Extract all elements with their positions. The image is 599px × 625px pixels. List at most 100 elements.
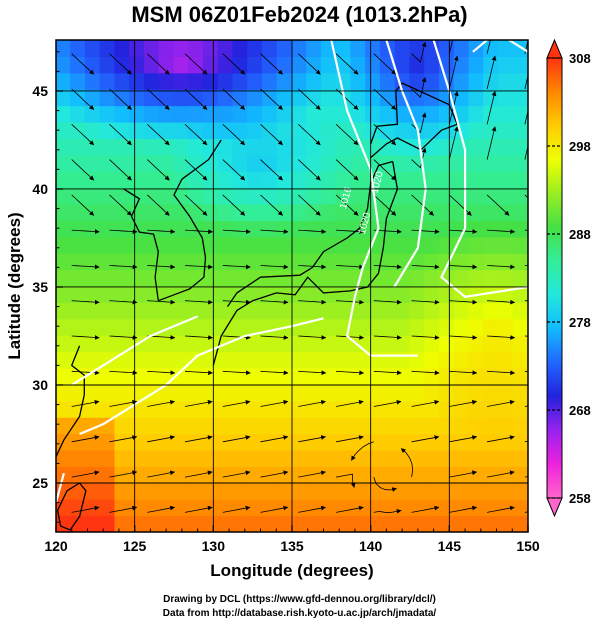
temperature-cell (114, 285, 131, 303)
temperature-cell (188, 72, 205, 90)
temperature-cell (424, 301, 441, 320)
temperature-cell (291, 301, 308, 320)
temperature-cell (202, 367, 219, 385)
temperature-cell (291, 236, 308, 254)
temperature-cell (350, 515, 367, 532)
temperature-cell (143, 187, 160, 205)
temperature-cell (143, 416, 160, 435)
temperature-cell (424, 269, 441, 287)
streamline (336, 264, 365, 270)
temperature-cell (188, 187, 205, 205)
temperature-cell (56, 301, 72, 320)
streamline (109, 370, 138, 376)
temperature-cell (99, 367, 116, 385)
streamline (373, 476, 397, 492)
temperature-cell (497, 88, 514, 107)
temperature-cell (173, 72, 190, 90)
temperature-cell (99, 285, 116, 303)
temperature-cell (173, 55, 190, 74)
streamline (411, 299, 440, 305)
streamline (109, 159, 132, 181)
temperature-cell (217, 383, 234, 402)
streamline (147, 399, 175, 407)
streamline (449, 370, 478, 376)
temperature-cell (306, 252, 323, 271)
temperature-cell (217, 219, 234, 238)
streamline (373, 124, 397, 146)
temperature-cell (158, 482, 175, 500)
temperature-cell (247, 449, 264, 467)
streamline (487, 370, 516, 376)
streamline (486, 40, 491, 54)
temperature-cell (261, 449, 278, 467)
temperature-cell (306, 449, 323, 467)
streamline (260, 335, 289, 340)
streamline (448, 55, 459, 90)
temperature-cell (483, 433, 500, 451)
temperature-cell (261, 55, 278, 74)
temperature-cell (468, 219, 485, 238)
temperature-cell (424, 137, 441, 156)
temperature-cell (335, 400, 352, 418)
temperature-cell (379, 105, 396, 123)
streamline (109, 299, 138, 305)
temperature-cell (483, 318, 500, 336)
temperature-cell (217, 203, 234, 221)
temperature-cell (173, 400, 190, 418)
temperature-cell (99, 498, 116, 517)
temperature-cell (424, 465, 441, 484)
temperature-cell (261, 187, 278, 205)
x-tick-label: 130 (202, 538, 226, 554)
temperature-cell (188, 252, 205, 271)
temperature-cell (173, 269, 190, 287)
temperature-cell (202, 318, 219, 336)
streamline (487, 505, 515, 513)
temperature-cell (158, 252, 175, 271)
y-tick-label: 25 (32, 475, 48, 491)
temperature-cell (173, 40, 190, 57)
streamline (449, 399, 478, 407)
temperature-cell (158, 219, 175, 238)
temperature-cell (394, 465, 411, 484)
streamline (260, 435, 289, 443)
temperature-cell (483, 252, 500, 271)
temperature-cell (379, 219, 396, 238)
temperature-cell (188, 137, 205, 156)
temperature-cell (202, 219, 219, 238)
temperature-cell (483, 187, 500, 205)
temperature-cell (202, 269, 219, 287)
temperature-cell (379, 351, 396, 369)
temperature-cell (409, 137, 426, 156)
temperature-cell (114, 154, 131, 172)
temperature-cell (291, 40, 308, 57)
temperature-cell (202, 285, 219, 303)
temperature-cell (379, 449, 396, 467)
temperature-cell (99, 88, 116, 107)
temperature-cell (217, 72, 234, 90)
temperature-cell (365, 88, 382, 107)
temperature-cell (70, 137, 87, 156)
temperature-cell (320, 105, 337, 123)
streamline (71, 194, 95, 216)
temperature-cell (129, 269, 146, 287)
temperature-cell (143, 367, 160, 385)
temperature-cell (99, 515, 116, 532)
temperature-cell (143, 498, 160, 517)
temperature-cell (468, 187, 485, 205)
temperature-cell (512, 72, 528, 90)
temperature-cell (217, 40, 234, 57)
temperature-cell (512, 236, 528, 254)
temperature-cell (261, 515, 278, 532)
temperature-cell (173, 449, 190, 467)
streamline (260, 505, 289, 513)
temperature-cell (320, 400, 337, 418)
temperature-cell (202, 203, 219, 221)
streamline (487, 264, 516, 270)
temperature-cell (483, 203, 500, 221)
temperature-cell (394, 252, 411, 271)
temperature-cell (453, 154, 470, 172)
temperature-cell (306, 433, 323, 451)
temperature-cell (483, 367, 500, 385)
temperature-cell (188, 449, 205, 467)
temperature-cell (424, 515, 441, 532)
